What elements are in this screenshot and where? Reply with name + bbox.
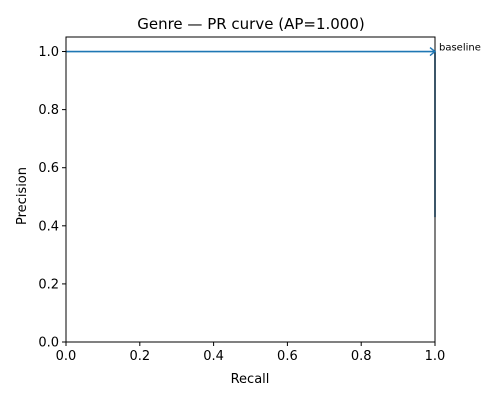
annotation-layer: baseline <box>429 43 481 57</box>
x-tick-label: 0.8 <box>351 349 372 364</box>
annotation-arrowhead <box>429 46 437 57</box>
y-tick-label: 0.2 <box>38 277 59 292</box>
x-tick-label: 0.4 <box>203 349 224 364</box>
plot-frame <box>65 36 436 343</box>
y-tick-label: 0.4 <box>38 219 59 234</box>
annotation-baseline-label: baseline <box>439 43 481 54</box>
chart-title: Genre — PR curve (AP=1.000) <box>137 15 365 33</box>
x-tick-label: 0.2 <box>129 349 150 364</box>
y-axis-label: Precision <box>15 167 30 225</box>
y-axis-ticks: 0.0 0.2 0.4 0.6 0.8 1.0 <box>38 45 66 351</box>
y-tick-label: 0.6 <box>38 161 59 176</box>
x-axis-ticks: 0.0 0.2 0.4 0.6 0.8 1.0 <box>56 342 446 364</box>
y-tick-label: 1.0 <box>38 45 59 60</box>
x-axis-label: Recall <box>231 372 270 387</box>
x-tick-label: 1.0 <box>425 349 446 364</box>
x-tick-label: 0.0 <box>56 349 77 364</box>
y-tick-label: 0.0 <box>38 336 59 351</box>
y-tick-label: 0.8 <box>38 103 59 118</box>
x-tick-label: 0.6 <box>277 349 298 364</box>
